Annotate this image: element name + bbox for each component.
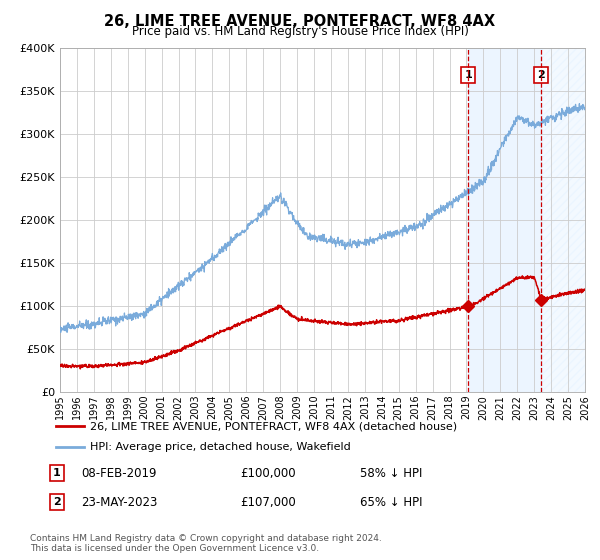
Text: £107,000: £107,000: [240, 496, 296, 509]
Text: Contains HM Land Registry data © Crown copyright and database right 2024.
This d: Contains HM Land Registry data © Crown c…: [30, 534, 382, 553]
Text: 26, LIME TREE AVENUE, PONTEFRACT, WF8 4AX: 26, LIME TREE AVENUE, PONTEFRACT, WF8 4A…: [104, 14, 496, 29]
Text: 1: 1: [53, 468, 61, 478]
Text: £100,000: £100,000: [240, 466, 296, 480]
Text: 1: 1: [464, 70, 472, 80]
Text: 65% ↓ HPI: 65% ↓ HPI: [360, 496, 422, 509]
Text: 2: 2: [53, 497, 61, 507]
Text: 58% ↓ HPI: 58% ↓ HPI: [360, 466, 422, 480]
Text: HPI: Average price, detached house, Wakefield: HPI: Average price, detached house, Wake…: [90, 442, 351, 452]
Text: Price paid vs. HM Land Registry's House Price Index (HPI): Price paid vs. HM Land Registry's House …: [131, 25, 469, 38]
Bar: [468, 48, 541, 392]
Bar: [541, 48, 585, 392]
Text: 26, LIME TREE AVENUE, PONTEFRACT, WF8 4AX (detached house): 26, LIME TREE AVENUE, PONTEFRACT, WF8 4A…: [90, 421, 457, 431]
Text: 23-MAY-2023: 23-MAY-2023: [81, 496, 157, 509]
Text: 08-FEB-2019: 08-FEB-2019: [81, 466, 157, 480]
Text: 2: 2: [537, 70, 545, 80]
